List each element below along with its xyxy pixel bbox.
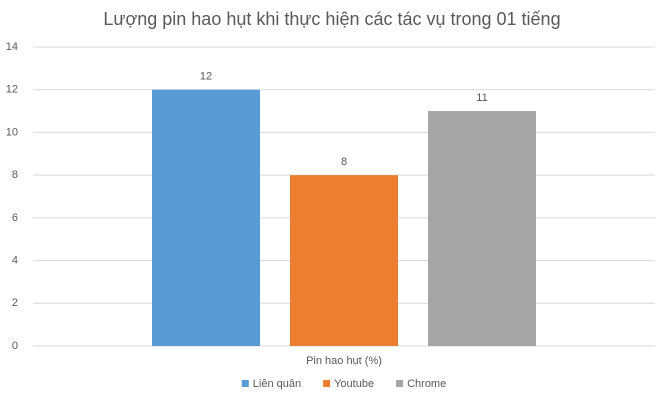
y-tick-label: 8 bbox=[12, 169, 18, 181]
data-label: 8 bbox=[341, 156, 347, 168]
y-tick-label: 2 bbox=[12, 297, 18, 309]
bar bbox=[152, 89, 260, 346]
data-label: 11 bbox=[476, 92, 487, 104]
y-tick-label: 10 bbox=[6, 126, 18, 138]
bar bbox=[428, 111, 536, 346]
y-tick-label: 0 bbox=[12, 340, 18, 352]
legend-swatch bbox=[396, 380, 404, 387]
legend-swatch bbox=[241, 380, 249, 387]
legend-label: Youtube bbox=[334, 378, 374, 390]
y-tick-label: 6 bbox=[12, 212, 18, 224]
bar bbox=[290, 175, 398, 346]
y-tick-label: 14 bbox=[6, 41, 18, 53]
legend-label: Liên quân bbox=[253, 378, 301, 390]
data-label: 12 bbox=[200, 71, 212, 83]
y-tick-label: 12 bbox=[6, 84, 18, 96]
y-tick-label: 4 bbox=[12, 254, 18, 266]
legend-swatch bbox=[323, 380, 331, 387]
legend-label: Chrome bbox=[407, 378, 446, 390]
chart-title: Lượng pin hao hụt khi thực hiện các tác … bbox=[103, 9, 560, 29]
x-tick-label: Pin hao hụt (%) bbox=[306, 355, 382, 367]
